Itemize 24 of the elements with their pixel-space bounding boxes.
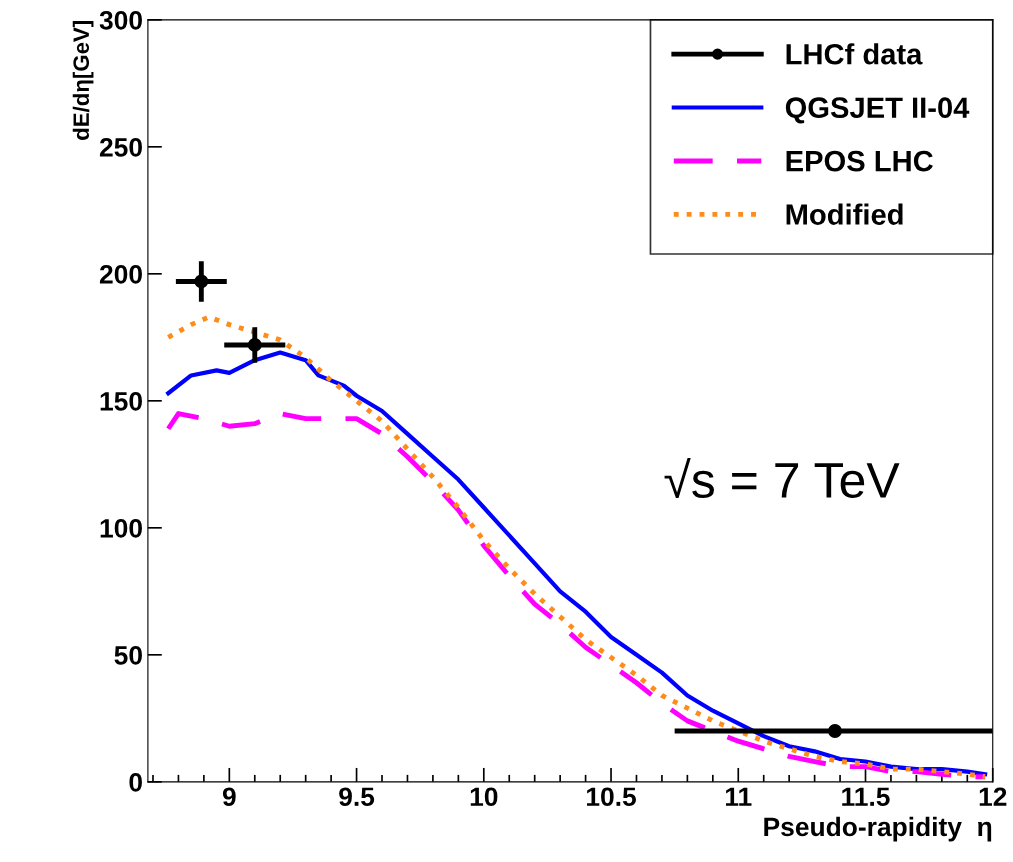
y-axis-title: dE/dη[GeV] (72, 21, 94, 140)
y-tick-label: 250 (99, 137, 142, 157)
y-tick-label: 0 (129, 772, 142, 792)
x-tick-label: 11 (725, 787, 752, 806)
y-tick-label: 100 (100, 518, 142, 538)
legend-label: LHCf data (786, 43, 923, 65)
annotation: √s = 7 TeV (664, 458, 900, 499)
legend-label: EPOS LHC (786, 150, 933, 172)
y-tick-label: 300 (99, 10, 142, 30)
legend-label: Modified (786, 203, 903, 225)
x-tick-label: 9.5 (339, 787, 375, 807)
point (194, 274, 209, 289)
x-tick-label: 9 (222, 787, 236, 807)
x-axis-title: Pseudo-rapidity η (764, 816, 992, 842)
point (247, 338, 262, 352)
legend-label: QGSJET II-04 (785, 97, 970, 124)
y-tick-label: 150 (100, 391, 142, 411)
x-tick-label: 10.5 (587, 787, 636, 807)
point (828, 724, 842, 738)
x-tick-label: 11.5 (842, 787, 890, 807)
x-tick-label: 12 (979, 787, 1007, 806)
y-tick-label: 200 (99, 264, 142, 284)
y-tick-label: 50 (114, 645, 142, 665)
x-tick-label: 10 (470, 787, 498, 807)
